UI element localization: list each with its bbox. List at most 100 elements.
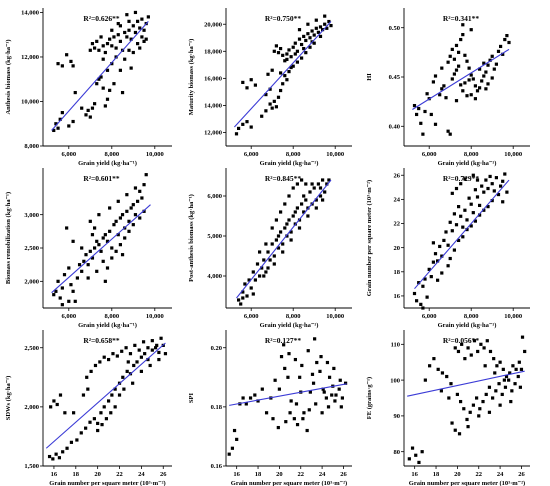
data-point — [117, 393, 122, 397]
data-point — [80, 106, 84, 110]
data-point — [452, 248, 456, 252]
data-point — [323, 22, 327, 26]
data-point — [304, 198, 308, 202]
data-point — [314, 198, 318, 202]
data-point — [444, 230, 448, 234]
data-point — [133, 30, 138, 35]
x-tick-label: 20 — [94, 471, 101, 478]
data-point — [103, 50, 107, 55]
data-point — [463, 208, 467, 212]
y-axis-title: Maturity biomass (kg·ha⁻¹) — [188, 39, 195, 116]
data-point — [58, 393, 63, 397]
data-point — [260, 387, 264, 391]
x-axis-title: Grain number per square meter (10³·m⁻²) — [409, 480, 525, 486]
data-point — [454, 186, 459, 191]
data-point — [101, 259, 105, 263]
data-point — [333, 399, 337, 403]
data-point — [230, 446, 235, 450]
data-point — [75, 276, 79, 280]
data-point — [486, 82, 490, 86]
data-point — [433, 122, 438, 126]
data-point — [420, 450, 424, 454]
data-point — [471, 77, 475, 81]
data-point — [459, 37, 463, 42]
data-point — [502, 378, 506, 382]
data-point — [482, 208, 486, 212]
data-point — [144, 173, 148, 177]
data-point — [318, 186, 323, 190]
data-point — [491, 396, 495, 400]
data-point — [232, 428, 237, 433]
r-squared-label: R²=0.658** — [83, 336, 120, 345]
regression-line — [236, 179, 332, 299]
y-tick-label: 20,000 — [204, 21, 222, 28]
data-point — [458, 399, 463, 404]
data-point — [150, 348, 154, 352]
r-squared-label: R²=0.341** — [443, 14, 480, 23]
data-point — [306, 349, 310, 353]
data-point — [295, 206, 299, 210]
data-point — [108, 88, 112, 92]
data-point — [321, 178, 325, 182]
data-point — [291, 214, 295, 218]
data-point — [274, 238, 278, 242]
data-point — [101, 44, 105, 48]
data-point — [127, 19, 131, 23]
data-point — [417, 460, 421, 465]
data-point — [407, 457, 411, 461]
data-point — [110, 62, 114, 66]
regression-line — [51, 20, 149, 131]
data-point — [511, 364, 515, 368]
y-axis-title: Post-anthesis biomass (kg·ha⁻¹) — [188, 194, 195, 282]
data-point — [71, 289, 75, 293]
chart-panel-3: 6,000 8,000 10,000 0.40 0.45 0.50 Grain yield … — [366, 8, 530, 167]
data-point — [54, 289, 58, 293]
data-point — [270, 226, 274, 230]
data-point — [88, 115, 92, 119]
data-point — [111, 352, 115, 356]
data-point — [289, 230, 293, 234]
x-tick-label: 22 — [475, 471, 482, 478]
data-point — [54, 452, 58, 456]
data-point — [479, 342, 483, 346]
data-point — [60, 64, 64, 68]
data-point — [67, 299, 71, 303]
data-point — [90, 106, 95, 110]
data-point — [509, 399, 513, 404]
data-point — [423, 378, 427, 382]
data-point — [446, 243, 450, 247]
data-point — [304, 182, 308, 186]
y-tick-label: 0.16 — [211, 463, 223, 470]
data-point — [314, 26, 318, 30]
data-point — [306, 22, 310, 26]
data-point — [327, 178, 331, 182]
data-point — [118, 243, 122, 247]
y-tick-label: 12,000 — [204, 130, 222, 137]
y-tick-label: 4,000 — [207, 273, 222, 280]
data-point — [99, 75, 103, 79]
data-point — [318, 25, 323, 29]
data-point — [445, 374, 449, 379]
r-squared-label: R²=0.729** — [443, 174, 480, 183]
data-point — [467, 196, 471, 200]
data-point — [339, 405, 343, 409]
data-point — [106, 399, 111, 403]
data-point — [478, 86, 482, 90]
data-point — [72, 411, 76, 415]
y-tick-label: 18,000 — [204, 48, 222, 55]
chart-panel-2: 6,000 8,000 10,000 12,000 14,000 16,000 18,000… — [188, 8, 352, 167]
data-point — [245, 86, 249, 90]
data-point — [95, 82, 99, 86]
y-axis-title: Anthesis biomass (kg·ha⁻¹) — [5, 39, 12, 114]
data-point — [453, 346, 457, 350]
y-tick-label: 2,000 — [24, 279, 39, 286]
data-point — [47, 454, 52, 459]
data-point — [264, 242, 268, 246]
regression-line — [233, 21, 332, 128]
data-point — [292, 417, 296, 421]
data-point — [95, 239, 99, 243]
y-tick-label: 26 — [394, 172, 401, 179]
y-axis-title: Biomass remobilization (kg·ha⁻¹) — [5, 192, 12, 284]
data-point — [495, 364, 499, 368]
data-point — [243, 282, 247, 286]
